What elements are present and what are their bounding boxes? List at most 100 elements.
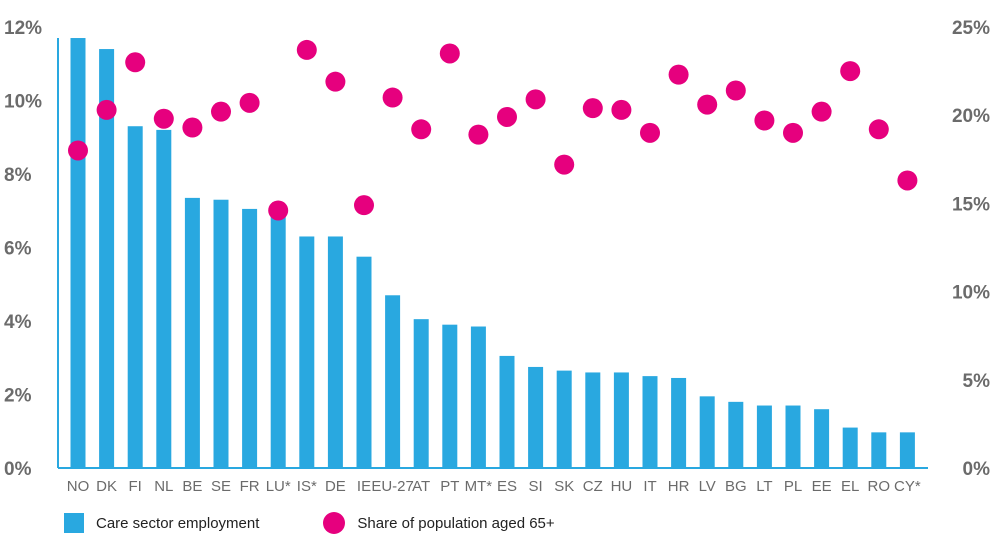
dot-IE [354,195,374,216]
legend-item-population: Share of population aged 65+ [323,512,555,534]
bar-HR [671,377,687,468]
bar-EE [814,409,830,468]
bar-BE [184,197,200,468]
combo-chart: 0% 2% 4% 6% 8% 10% 12% 0% 5% 10% 15% 20% 25% NO DK FI… [4,18,990,495]
bar-SI [528,366,544,468]
x-tick-label: HR [668,478,690,495]
right-tick-label: 15% [952,194,990,215]
dot-NO [68,140,88,161]
bar-HU [613,372,629,468]
x-tick-label: FI [129,478,142,495]
left-tick-label: 12% [4,18,42,39]
dot-DK [96,99,117,120]
dot-SK [554,154,575,175]
x-tick-label: RO [868,478,891,495]
bar-BG [728,401,744,468]
bar-RO [871,432,887,468]
x-tick-label: EL [841,478,859,495]
dot-EE [811,101,832,122]
x-tick-label: SK [554,478,574,495]
bar-ES [499,355,515,468]
bar-CY* [899,432,915,468]
dot-series [68,39,918,221]
x-tick-label: EU-27 [371,478,414,495]
dot-DE [325,71,346,92]
x-tick-label: PL [784,478,802,495]
dot-IT [640,122,660,143]
dot-ES [497,106,517,127]
dot-LT [754,110,775,131]
x-tick-label: NO [67,478,90,495]
legend-swatch-population [323,512,346,534]
bar-PT [442,324,458,468]
dot-PT [439,43,460,64]
bar-SK [556,370,572,468]
bar-SE [213,199,229,468]
legend-swatch-employment [64,513,84,533]
bar-MT* [470,326,486,468]
x-tick-label: HU [611,478,633,495]
right-tick-label: 20% [952,106,990,127]
left-tick-label: 10% [4,92,42,113]
dot-RO [868,119,889,140]
bar-EU-27 [385,295,401,468]
bar-DK [99,49,115,469]
x-tick-label: LV [699,478,716,495]
bar-CZ [585,372,601,468]
bar-EL [842,427,858,468]
right-tick-label: 5% [963,371,991,392]
left-tick-label: 8% [4,165,32,186]
x-tick-label: IS* [297,478,317,495]
x-tick-label: SI [529,478,543,495]
bar-AT [413,319,429,468]
dot-EU-27 [382,87,403,108]
legend-label-population: Share of population aged 65+ [357,514,555,532]
dot-LU* [268,200,289,221]
dot-FI [125,52,146,73]
legend-label-employment: Care sector employment [96,514,260,532]
x-tick-label: AT [412,478,430,495]
right-axis-ticks: 0% 5% 10% 15% 20% 25% [952,18,990,480]
bar-FR [242,208,258,468]
bar-LV [699,396,715,468]
dot-CZ [582,98,603,119]
bar-IT [642,376,658,468]
dot-IS* [296,39,317,60]
x-tick-label: LT [756,478,772,495]
bar-DE [327,236,343,468]
bar-FI [127,126,143,468]
dot-EL [840,61,861,82]
x-tick-label: SE [211,478,231,495]
dot-FR [239,92,260,113]
dot-LV [697,94,718,115]
left-axis-ticks: 0% 2% 4% 6% 8% 10% 12% [4,18,42,480]
dot-HU [611,99,632,120]
left-tick-label: 2% [4,386,32,407]
dot-HR [668,64,689,85]
right-tick-label: 10% [952,283,990,304]
bar-LU* [270,210,286,468]
bar-LT [756,405,772,468]
x-tick-label: LU* [266,478,291,495]
left-tick-label: 4% [4,312,32,333]
dot-MT* [468,124,489,145]
dot-BG [725,80,746,101]
right-tick-label: 25% [952,18,990,39]
left-tick-label: 6% [4,239,32,260]
axes [57,38,928,469]
bar-IE [356,256,372,468]
x-tick-label: CY* [894,478,921,495]
x-tick-label: MT* [465,478,493,495]
x-tick-label: ES [497,478,517,495]
bar-NL [156,129,172,468]
x-tick-label: BE [182,478,202,495]
dot-NL [153,108,174,129]
dot-PL [783,122,803,143]
legend-item-employment: Care sector employment [64,513,259,533]
x-tick-label: DE [325,478,346,495]
bar-NO [70,38,86,469]
right-tick-label: 0% [963,459,991,480]
dot-AT [411,119,432,140]
x-tick-label: EE [812,478,832,495]
